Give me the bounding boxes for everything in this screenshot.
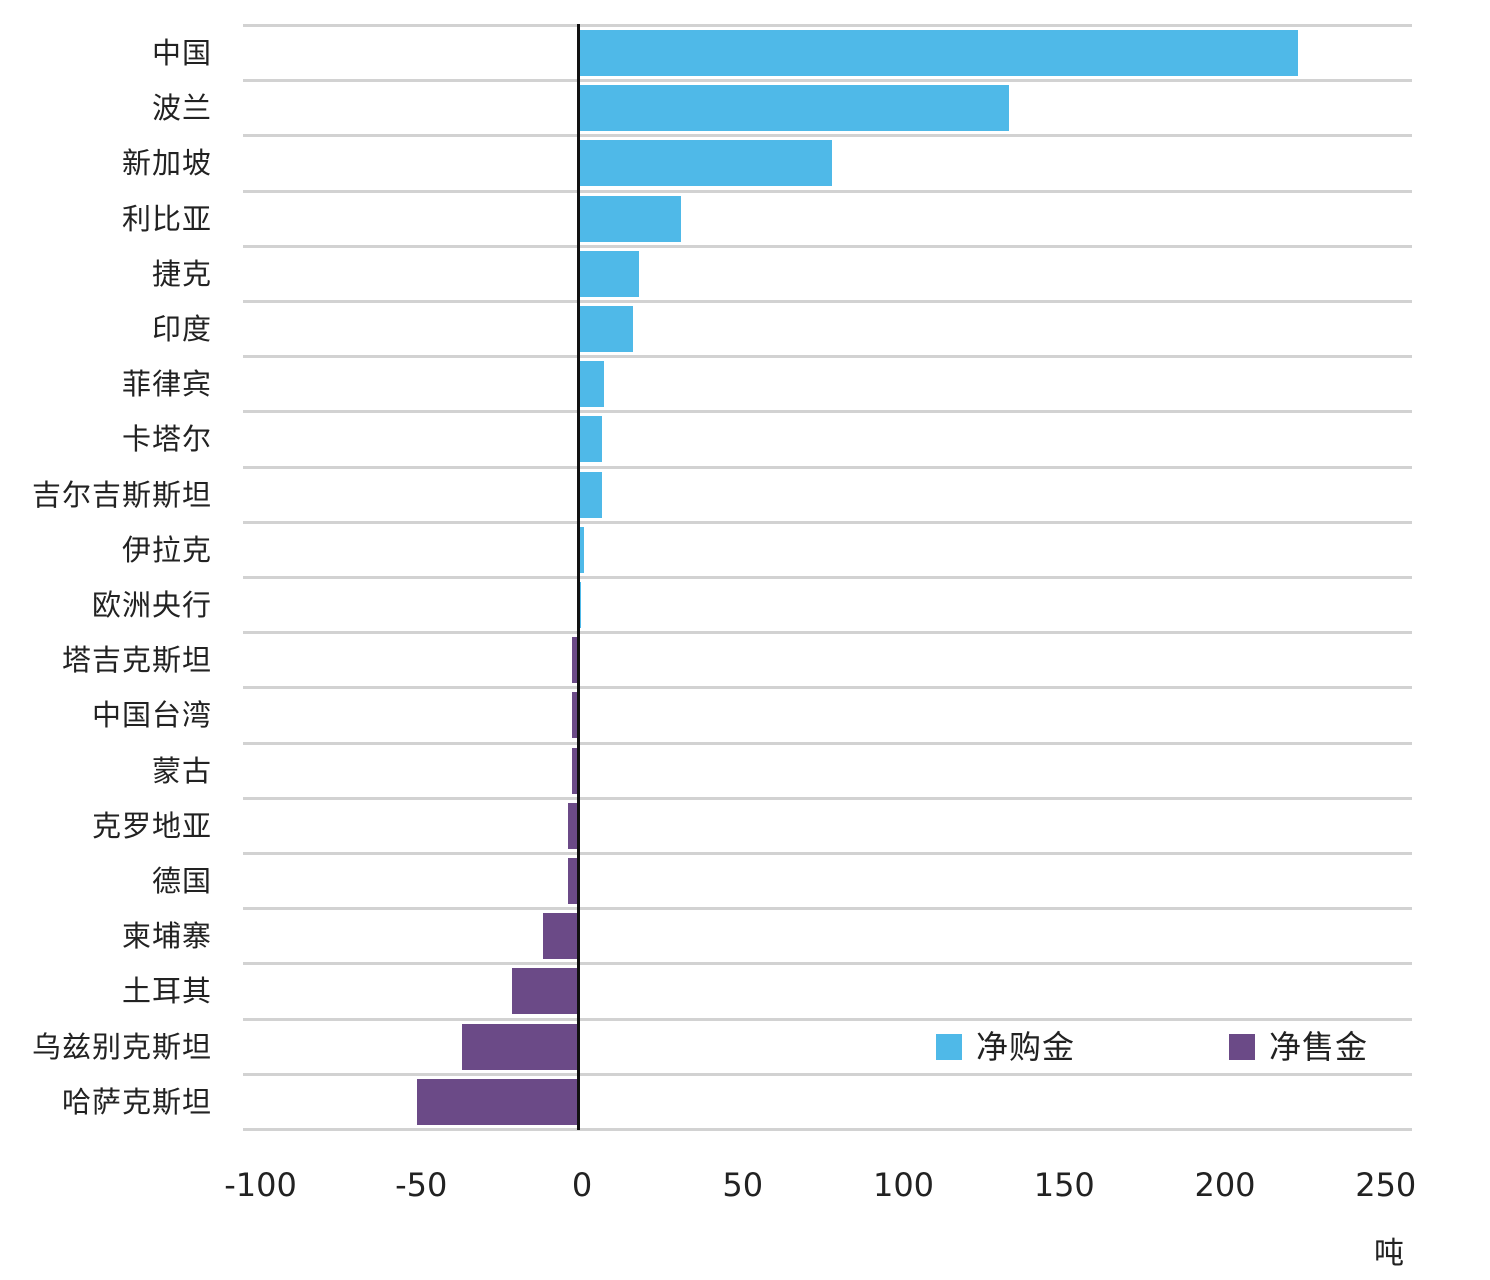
bar	[512, 968, 578, 1015]
category-label: 塔吉克斯坦	[61, 643, 212, 678]
x-axis-unit-label: 吨	[1374, 1236, 1404, 1271]
gridline	[243, 300, 1412, 303]
bar	[571, 747, 578, 794]
gridline	[243, 962, 1412, 966]
gridline	[243, 576, 1412, 579]
legend-swatch-net-purchase	[936, 1034, 962, 1060]
gridline	[243, 631, 1412, 635]
bar	[578, 361, 604, 408]
x-tick-label: -50	[395, 1166, 448, 1204]
bar	[462, 1023, 578, 1070]
legend-swatch-net-sale	[1229, 1034, 1255, 1060]
category-label: 中国台湾	[91, 698, 212, 733]
gridline	[243, 1072, 1412, 1076]
x-tick-label: 0	[571, 1166, 593, 1204]
bar	[578, 250, 640, 297]
bar	[578, 30, 1299, 76]
gridline	[243, 465, 1412, 469]
bar	[578, 85, 1009, 132]
bar	[417, 1078, 578, 1125]
gridline	[243, 520, 1412, 524]
category-label: 土耳其	[121, 974, 212, 1009]
category-label: 新加坡	[121, 146, 212, 181]
bar	[578, 471, 603, 518]
category-label: 捷克	[151, 256, 212, 291]
zero-axis-line	[577, 24, 580, 1130]
gridline	[243, 79, 1412, 83]
category-label: 卡塔尔	[121, 422, 212, 457]
bar	[568, 858, 578, 904]
x-tick-label: 150	[1033, 1166, 1095, 1204]
gridline	[243, 686, 1412, 690]
legend-item-net-sale: 净售金	[1229, 1028, 1368, 1066]
legend-item-net-purchase: 净购金	[936, 1028, 1075, 1066]
category-label: 蒙古	[151, 753, 212, 788]
bar	[578, 140, 832, 187]
bar	[571, 692, 578, 739]
gridline	[243, 907, 1412, 911]
category-label: 哈萨克斯坦	[61, 1084, 212, 1119]
bar	[568, 802, 578, 849]
gridline	[243, 1128, 1412, 1131]
x-tick-label: 100	[872, 1166, 935, 1204]
bar	[578, 306, 633, 352]
gridline	[243, 189, 1412, 193]
gridline	[243, 852, 1412, 855]
category-label: 菲律宾	[121, 367, 212, 402]
category-label: 柬埔寨	[121, 919, 212, 954]
bar	[578, 416, 603, 463]
category-label: 利比亚	[121, 201, 212, 236]
category-label: 吉尔吉斯斯坦	[31, 477, 212, 512]
gridline	[243, 741, 1412, 745]
legend-label-net-purchase: 净购金	[976, 1028, 1076, 1066]
category-label: 克罗地亚	[91, 808, 212, 843]
category-label: 中国	[151, 36, 212, 70]
gridline	[243, 355, 1412, 359]
bar	[571, 637, 578, 684]
category-label: 伊拉克	[121, 532, 212, 567]
category-label: 波兰	[151, 91, 212, 126]
gridline	[243, 796, 1412, 800]
category-label: 乌兹别克斯坦	[31, 1029, 212, 1064]
category-label: 欧洲央行	[91, 588, 212, 622]
x-tick-label: -100	[224, 1166, 297, 1204]
x-tick-label: 200	[1194, 1166, 1256, 1204]
legend-label-net-sale: 净售金	[1269, 1028, 1369, 1066]
x-tick-label: 50	[722, 1166, 764, 1204]
category-label: 印度	[151, 312, 212, 346]
bar	[542, 913, 578, 960]
gridline	[243, 244, 1412, 248]
gridline	[243, 410, 1412, 414]
gridline	[243, 24, 1412, 27]
bar	[578, 526, 585, 573]
x-tick-label: 250	[1355, 1166, 1417, 1204]
category-label: 德国	[151, 864, 212, 898]
gridline	[243, 1017, 1412, 1021]
bar	[578, 195, 681, 242]
gridline	[243, 134, 1412, 138]
